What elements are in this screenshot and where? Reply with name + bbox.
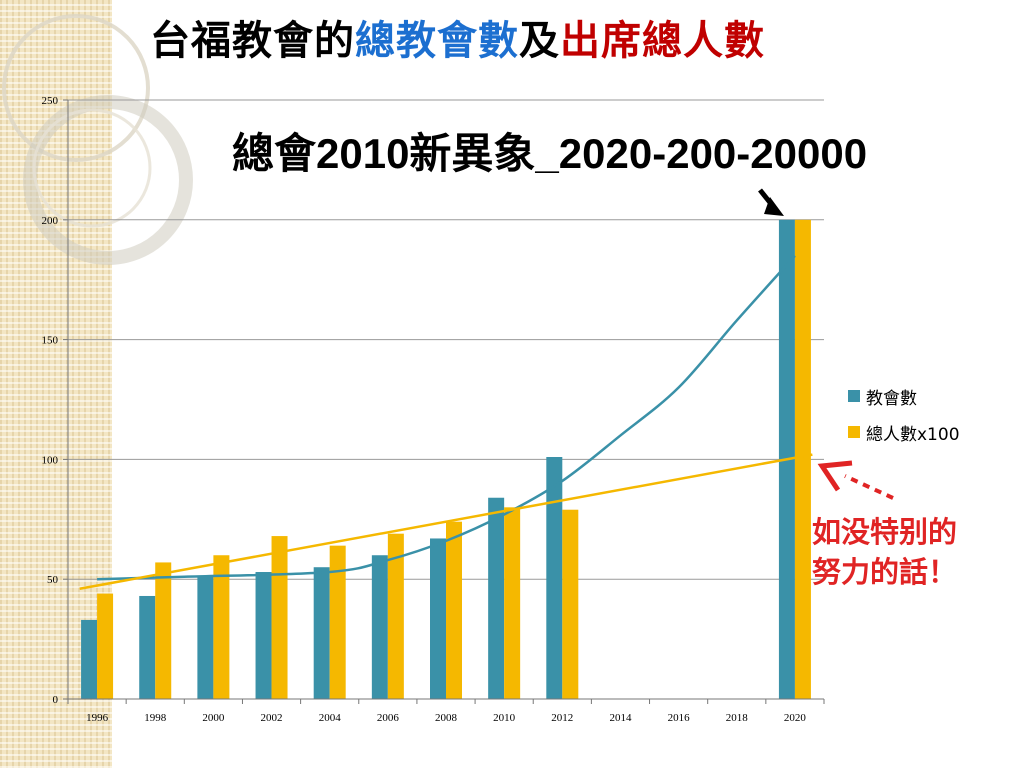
warning-line-1: 如没特别的 [812, 515, 958, 549]
red-dashed-arrow-line [844, 474, 894, 500]
warning-line-2: 努力的話！ [812, 555, 958, 589]
bar-attendance [155, 562, 172, 699]
x-tick-label: 2016 [668, 712, 691, 724]
bar-attendance [446, 521, 462, 699]
annotation-arrows [758, 188, 894, 500]
bar-attendance [504, 507, 521, 699]
legend-item-attendance: 總人數x100 [848, 414, 960, 450]
x-tick-label: 2004 [319, 712, 342, 724]
title-part-blue: 總教會數 [355, 18, 519, 64]
bar-churches [81, 619, 98, 699]
bar-churches [371, 555, 388, 699]
vision-subtitle: 總會2010新異象_2020-200-20000 [232, 130, 868, 177]
legend-label-churches: 教會數 [866, 388, 917, 409]
x-tick-label: 2014 [609, 712, 632, 724]
x-tick-label: 1996 [86, 712, 109, 724]
x-tick-label: 2008 [435, 712, 458, 724]
x-tick-label: 2002 [261, 712, 283, 724]
bar-churches [430, 538, 446, 699]
bar-attendance [97, 593, 114, 699]
bar-attendance [329, 545, 346, 699]
x-tick-label: 2000 [202, 712, 225, 724]
red-arrow-head [817, 460, 853, 492]
y-tick-label: 250 [42, 95, 59, 107]
trendline-attendance [79, 453, 813, 591]
legend-label-attendance: 總人數x100 [866, 424, 960, 445]
bar-attendance [213, 555, 230, 699]
x-tick-label: 2018 [726, 712, 749, 724]
bar-churches [139, 595, 156, 699]
warning-annotation: 如没特别的 努力的話！ [812, 512, 1012, 592]
decorative-rings [2, 14, 193, 265]
bar-churches [313, 567, 330, 699]
bar-churches [255, 572, 272, 699]
bar-churches [488, 497, 505, 699]
title-part-black: 台福教會的 [150, 18, 355, 64]
x-tick-label: 1998 [144, 712, 167, 724]
y-tick-label: 50 [47, 574, 59, 586]
x-tick-label: 2020 [784, 712, 807, 724]
trendline-churches [97, 254, 796, 581]
bar-attendance [271, 536, 288, 699]
y-tick-label: 200 [42, 215, 59, 227]
y-tick-label: 100 [42, 454, 59, 466]
y-tick-label: 150 [42, 335, 59, 347]
x-tick-label: 2010 [493, 712, 516, 724]
legend-swatch-attendance [848, 426, 860, 438]
chart-legend: 教會數 總人數x100 [848, 378, 960, 450]
black-arrow-head [764, 197, 784, 216]
bar-churches [197, 576, 214, 699]
page-title: 台福教會的總教會數及出席總人數 [150, 8, 1020, 66]
x-tick-label: 2006 [377, 712, 400, 724]
bar-attendance [794, 219, 811, 700]
legend-swatch-churches [848, 390, 860, 402]
title-part-red: 出席總人數 [560, 18, 765, 64]
legend-item-churches: 教會數 [848, 378, 960, 414]
y-tick-label: 0 [53, 694, 59, 706]
bar-attendance [387, 533, 404, 699]
bar-churches [546, 457, 563, 699]
x-tick-label: 2012 [551, 712, 573, 724]
title-part-connector: 及 [519, 18, 560, 64]
bar-attendance [562, 509, 579, 699]
